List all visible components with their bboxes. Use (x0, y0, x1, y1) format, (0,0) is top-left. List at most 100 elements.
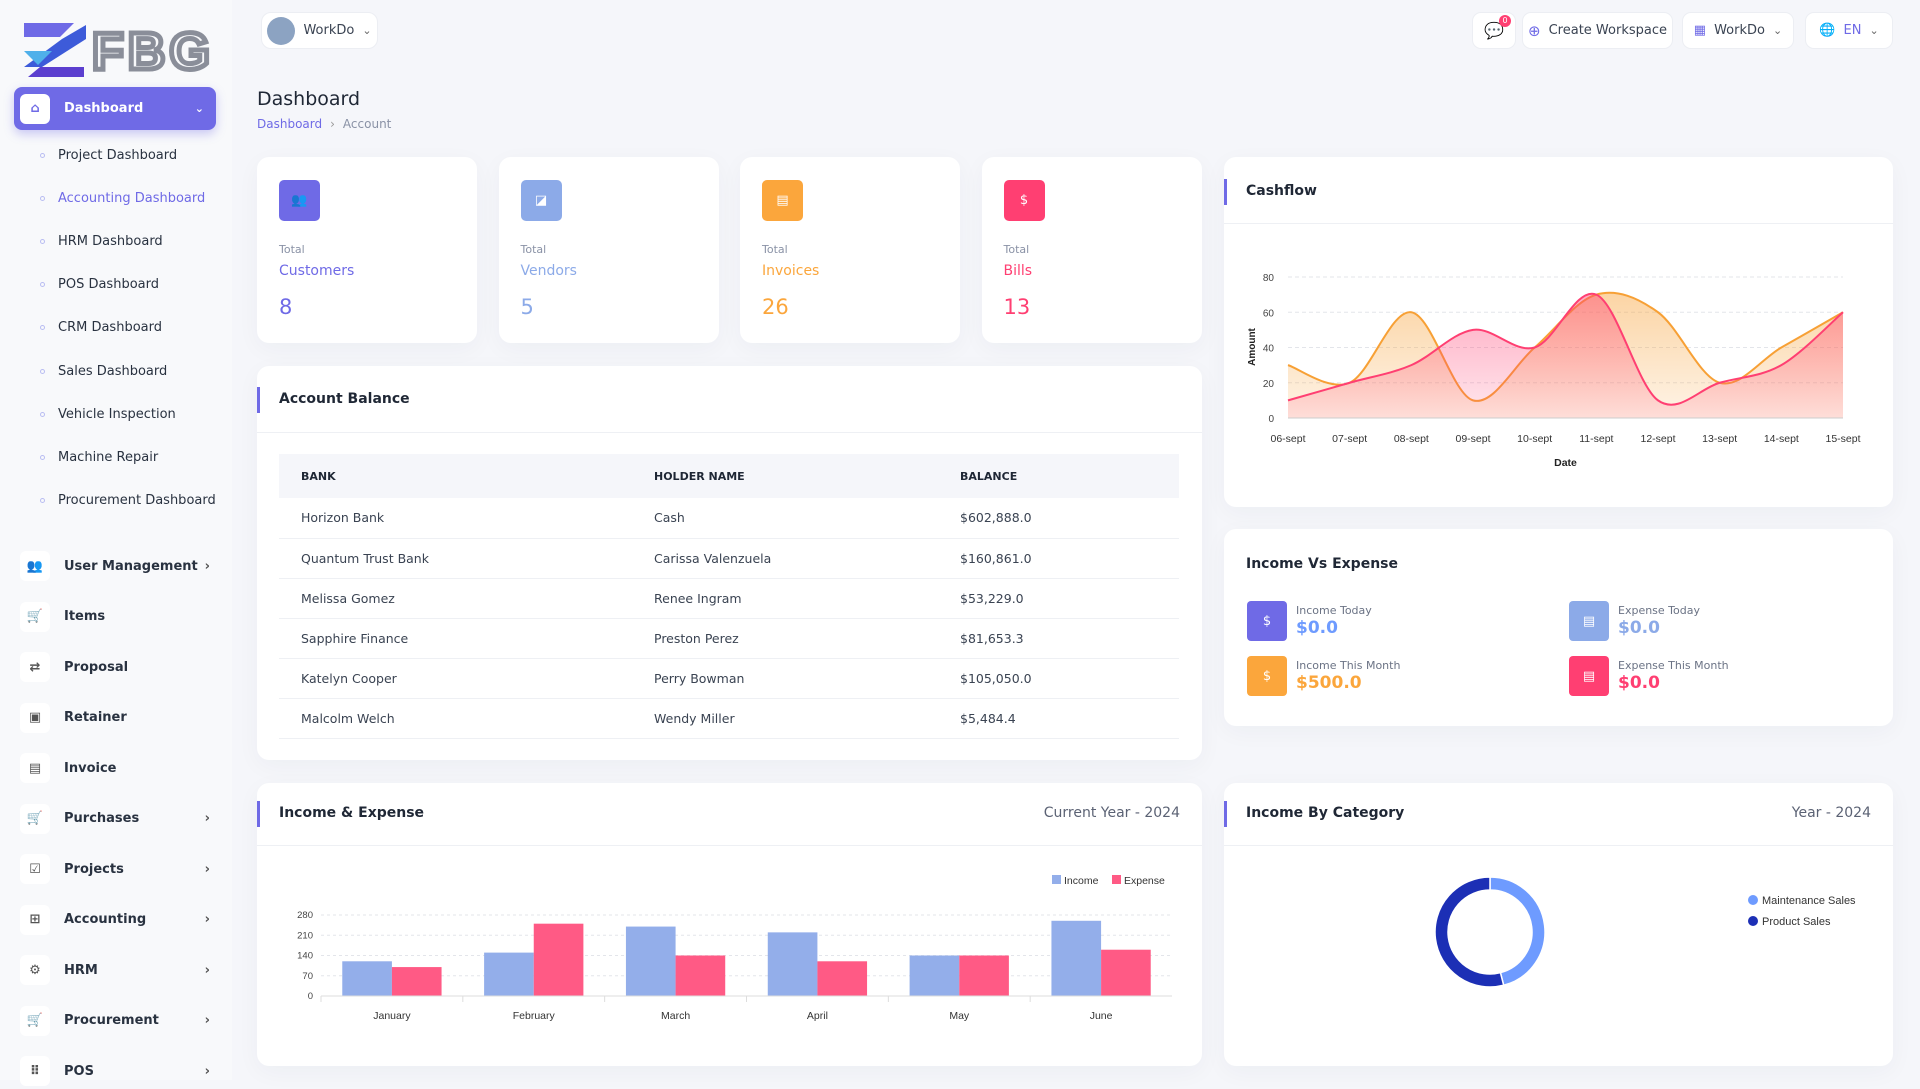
sidebar-item-purchases[interactable]: 🛒Purchases› (20, 801, 210, 837)
bar-income[interactable] (626, 927, 676, 996)
column-header: BANK (279, 454, 632, 498)
settings-icon: ⚙ (20, 955, 50, 985)
chevron-down-icon: ⌄ (362, 24, 371, 37)
sidebar-item-items[interactable]: 🛒Items (20, 599, 210, 635)
donut-slice[interactable] (1490, 877, 1545, 985)
y-tick-label: 80 (1263, 273, 1275, 284)
grid-plus-icon: ⊞ (20, 905, 50, 935)
sidebar-subitem[interactable]: Procurement Dashboard (40, 491, 220, 510)
legend-marker (1748, 895, 1758, 905)
x-tick-label: 10-sept (1517, 433, 1552, 445)
sidebar-subitem[interactable]: Machine Repair (40, 448, 220, 467)
bullet-icon (40, 455, 45, 460)
stat-total-label: Total (1004, 243, 1030, 256)
legend-label[interactable]: Product Sales (1762, 916, 1831, 928)
legend-label[interactable]: Income (1064, 875, 1099, 887)
sidebar-item-proposal[interactable]: ⇄Proposal (20, 649, 210, 685)
x-tick-label: April (807, 1010, 828, 1022)
sidebar-item-projects[interactable]: ☑Projects› (20, 851, 210, 887)
income-vs-expense-card: Income Vs Expense $Income Today$0.0▤Expe… (1224, 529, 1893, 726)
bar-expense[interactable] (676, 956, 726, 997)
language-dropdown[interactable]: 🌐 EN ⌄ (1805, 12, 1893, 49)
create-workspace-button[interactable]: ⊕ Create Workspace (1522, 12, 1673, 49)
y-tick-label: 0 (308, 991, 313, 1002)
table-cell: Preston Perez (632, 618, 938, 658)
legend-swatch (1052, 875, 1061, 884)
donut-slice[interactable] (1435, 877, 1504, 987)
sidebar-subitem[interactable]: Sales Dashboard (40, 362, 220, 381)
bar-income[interactable] (484, 953, 534, 996)
sidebar-subitem[interactable]: POS Dashboard (40, 275, 220, 294)
sidebar-subitem[interactable]: HRM Dashboard (40, 232, 220, 251)
sidebar-subitem-label: Accounting Dashboard (58, 189, 205, 208)
sidebar-item-accounting[interactable]: ⊞ Accounting › (20, 902, 210, 938)
messages-button[interactable]: 💬 0 (1472, 12, 1516, 49)
chevron-right-icon: › (205, 912, 210, 927)
bar-income[interactable] (768, 932, 818, 996)
sidebar-item-user-management[interactable]: 👥User Management› (20, 548, 210, 584)
stat-value: 26 (762, 295, 789, 319)
y-tick-label: 60 (1263, 308, 1275, 319)
workspace-dropdown[interactable]: WorkDo ⌄ (261, 12, 378, 49)
grid-icon: ⠿ (20, 1056, 50, 1086)
x-axis-label: Date (1554, 457, 1577, 469)
sidebar-subitem[interactable]: Vehicle Inspection (40, 405, 220, 424)
sidebar-item-label: Projects (64, 862, 124, 877)
sidebar-item-dashboard[interactable]: ⌂ Dashboard ⌄ (14, 87, 216, 130)
bar-expense[interactable] (959, 956, 1009, 997)
sidebar-subitem[interactable]: CRM Dashboard (40, 318, 220, 337)
table-cell: Wendy Miller (632, 698, 938, 738)
breadcrumb-link[interactable]: Dashboard (257, 117, 322, 131)
workspace-avatar (267, 17, 295, 45)
bar-income[interactable] (342, 961, 392, 996)
legend-swatch (1112, 875, 1121, 884)
sidebar-item-hrm[interactable]: ⚙HRM› (20, 952, 210, 988)
bar-income[interactable] (910, 956, 960, 997)
title-accent (257, 387, 260, 413)
stat-value: 13 (1004, 295, 1031, 319)
sidebar-item-invoice[interactable]: ▤Invoice (20, 750, 210, 786)
x-tick-label: 15-sept (1825, 433, 1860, 445)
file-icon: ▤ (762, 180, 803, 221)
bar-expense[interactable] (392, 967, 442, 996)
sidebar-item-retainer[interactable]: ▣Retainer (20, 700, 210, 736)
table-cell: Katelyn Cooper (279, 658, 632, 698)
sidebar-item-label: Accounting (64, 912, 146, 927)
bar-expense[interactable] (534, 924, 584, 996)
chevron-right-icon: › (205, 811, 210, 826)
legend-label[interactable]: Maintenance Sales (1762, 895, 1856, 907)
sidebar-item-pos[interactable]: ⠿POS› (20, 1053, 210, 1089)
legend-label[interactable]: Expense (1124, 875, 1165, 887)
card-title: Income Vs Expense (1246, 556, 1398, 572)
sidebar-item-label: Dashboard (64, 101, 143, 116)
sidebar-item-procurement[interactable]: 🛒Procurement› (20, 1003, 210, 1039)
sidebar-subitem[interactable]: Accounting Dashboard (40, 189, 220, 208)
table-cell: Cash (632, 498, 938, 538)
bullet-icon (40, 153, 45, 158)
sidebar-item-label: Retainer (64, 710, 127, 725)
workspace-menu[interactable]: ▦ WorkDo ⌄ (1682, 12, 1794, 49)
language-label: EN (1844, 23, 1862, 38)
svg-text:FBG: FBG (92, 23, 214, 81)
bar-expense[interactable] (1101, 950, 1151, 996)
sidebar-item-label: Items (64, 609, 105, 624)
sidebar-subitem[interactable]: Project Dashboard (40, 146, 220, 165)
sidebar-subitem-label: Vehicle Inspection (58, 405, 176, 424)
clipboard-dollar-icon: $ (1004, 180, 1045, 221)
bar-income[interactable] (1051, 921, 1101, 996)
bullet-icon (40, 325, 45, 330)
chevron-down-icon: ⌄ (1773, 24, 1782, 37)
sidebar-item-label: HRM (64, 963, 98, 978)
bar-expense[interactable] (817, 961, 867, 996)
note-icon: ◪ (521, 180, 562, 221)
bullet-icon (40, 498, 45, 503)
workspace-name: WorkDo (303, 23, 354, 38)
